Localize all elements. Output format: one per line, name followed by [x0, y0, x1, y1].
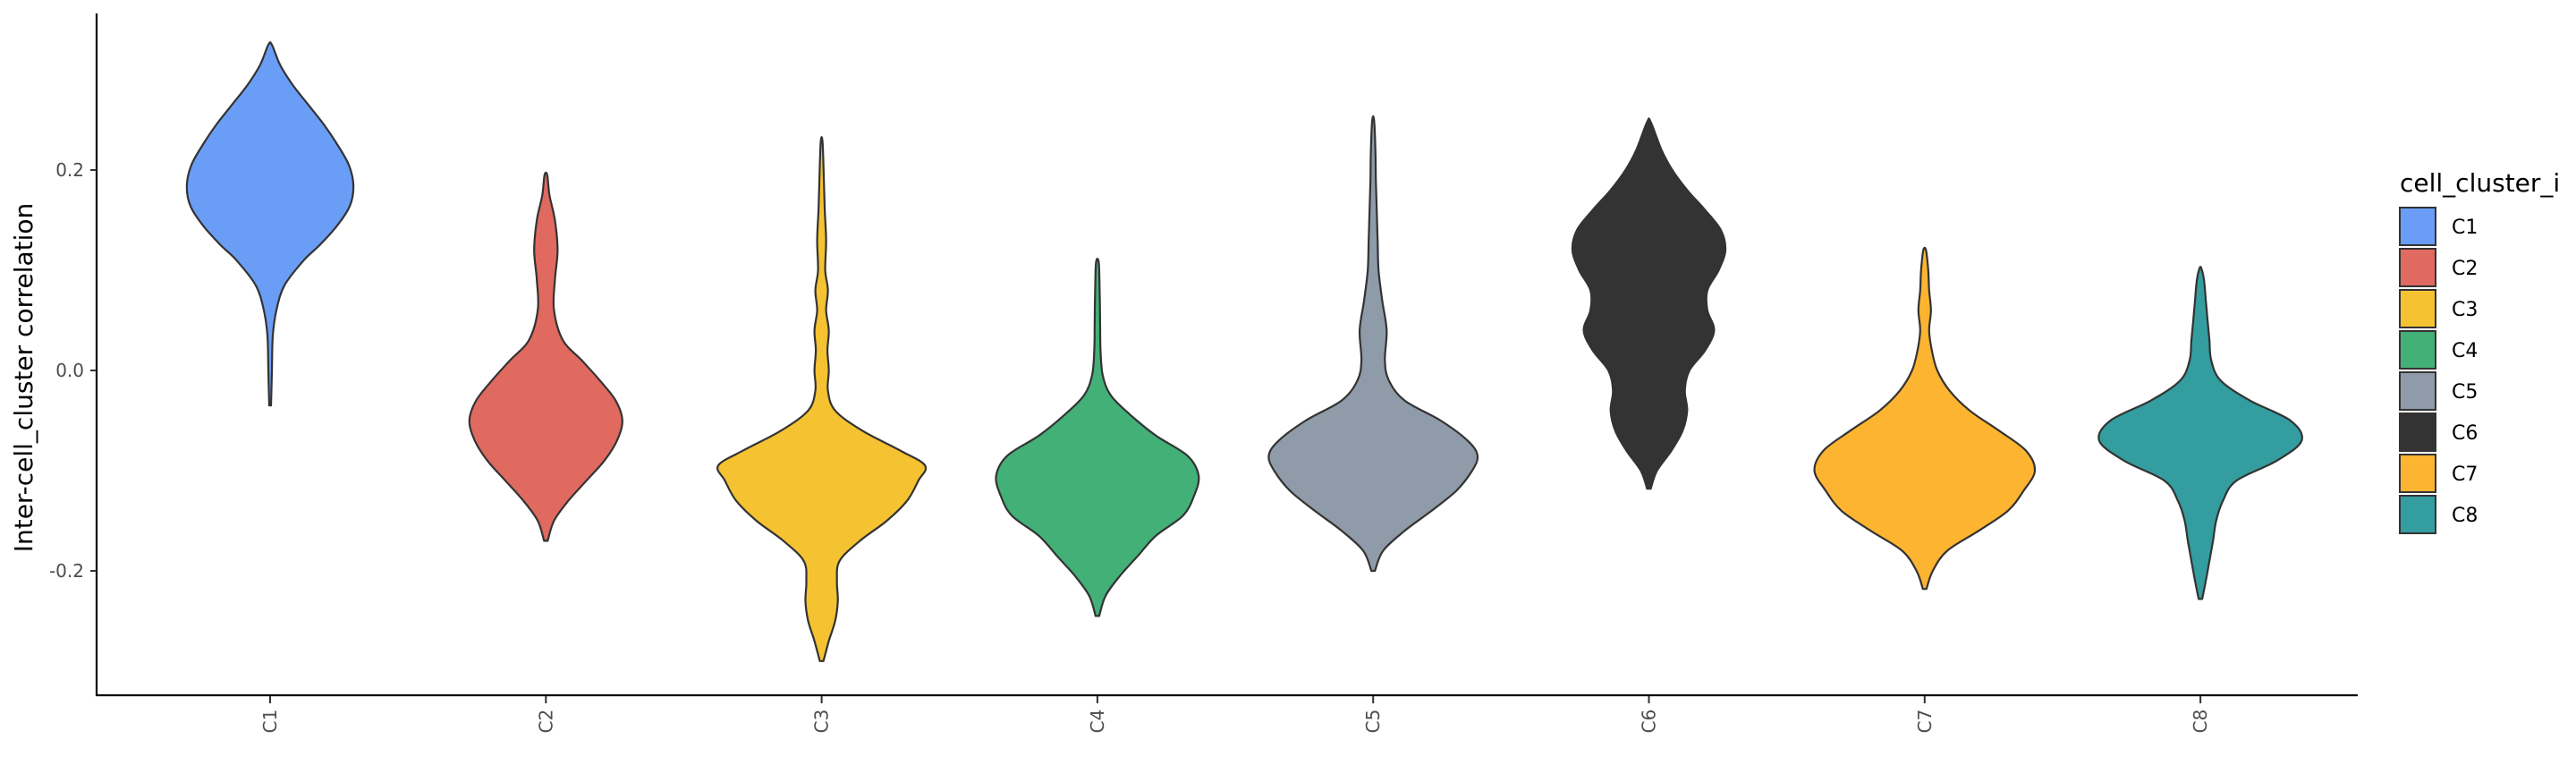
violin-c4	[995, 258, 1200, 617]
legend-key-c4	[2399, 330, 2436, 370]
violin-c2	[468, 171, 623, 542]
y-tick-label: -0.2	[49, 560, 84, 582]
x-tick-label: C1	[259, 710, 281, 734]
legend-label: C4	[2452, 340, 2478, 362]
violin-c6	[1571, 117, 1727, 490]
legend-label: C7	[2452, 464, 2478, 486]
y-tick-label: 0.0	[55, 360, 84, 381]
legend-label: C8	[2452, 505, 2478, 527]
legend-key-c7	[2399, 454, 2436, 493]
legend-items: C1 C2 C3 C4 C5 C6 C7 C8	[2399, 207, 2478, 534]
legend-label: C5	[2452, 381, 2478, 404]
y-ticks: -0.2 0.0 0.2	[49, 159, 97, 582]
legend-title: cell_cluster_i	[2400, 168, 2560, 198]
plot-area	[185, 41, 2303, 662]
legend-label: C3	[2452, 299, 2478, 321]
x-tick-label: C3	[811, 710, 833, 734]
legend: cell_cluster_i C1 C2 C3 C4 C5 C6 C7 C8	[2399, 168, 2560, 534]
legend-label: C6	[2452, 422, 2478, 445]
violin-c3	[716, 136, 928, 662]
legend-label: C1	[2452, 217, 2478, 239]
x-ticks: C1 C2 C3 C4 C5 C6 C7 C8	[259, 696, 2211, 733]
x-tick-label: C7	[1914, 710, 1936, 734]
x-tick-label: C4	[1087, 710, 1108, 734]
legend-label: C2	[2452, 258, 2478, 280]
x-tick-label: C2	[535, 710, 556, 734]
violin-c8	[2097, 265, 2303, 600]
x-tick-label: C5	[1362, 710, 1384, 734]
y-tick-label: 0.2	[55, 159, 84, 181]
legend-key-c6	[2399, 413, 2436, 452]
x-tick-label: C6	[1639, 710, 1660, 734]
legend-key-c1	[2399, 207, 2436, 246]
violin-c7	[1813, 246, 2037, 591]
violin-c1	[185, 41, 355, 407]
legend-key-c8	[2399, 495, 2436, 534]
violin-c5	[1267, 115, 1479, 573]
x-tick-label: C8	[2190, 710, 2211, 734]
legend-key-c3	[2399, 289, 2436, 328]
axes: -0.2 0.0 0.2 C1 C2 C3 C4 C5 C6 C7 C8 Inter-cell_c…	[9, 13, 2358, 733]
legend-key-c2	[2399, 248, 2436, 287]
legend-key-c5	[2399, 371, 2436, 411]
y-axis-title: Inter-cell_cluster correlation	[9, 203, 38, 553]
